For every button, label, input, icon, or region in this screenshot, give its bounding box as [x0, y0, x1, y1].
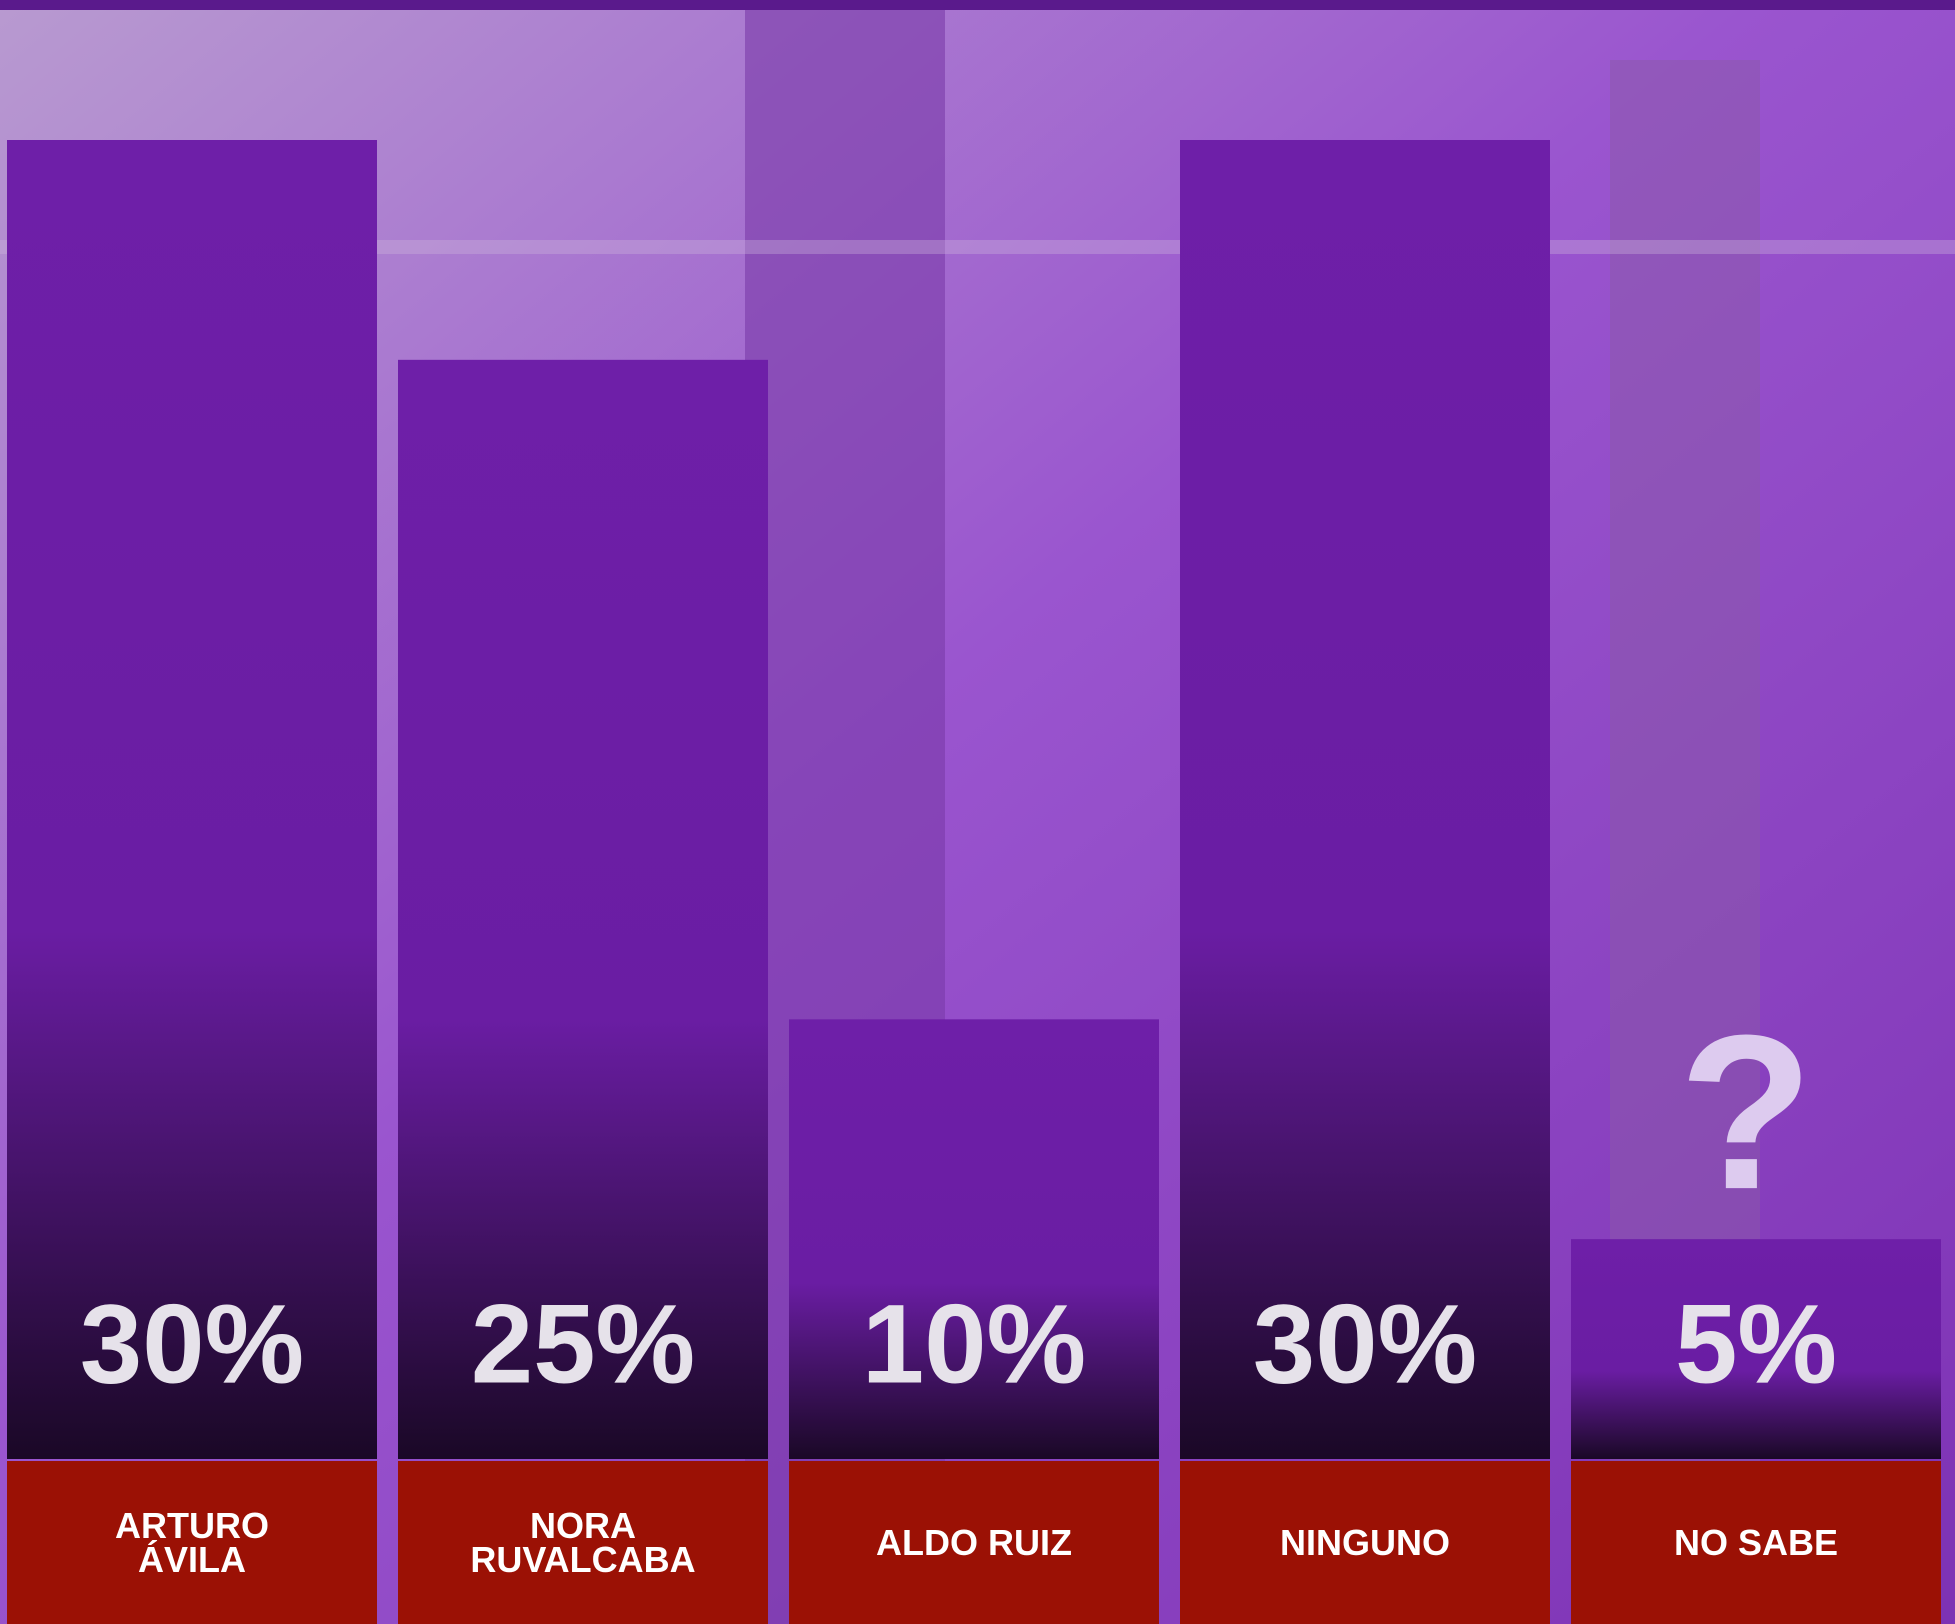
category-label: NO SABE — [1571, 1461, 1941, 1624]
value-label: 25% — [471, 1282, 695, 1407]
bar — [1180, 140, 1550, 1459]
top-band — [0, 0, 1955, 10]
category-text: NINGUNO — [1280, 1526, 1450, 1559]
category-text: ARTURO ÁVILA — [67, 1509, 317, 1575]
value-label: 30% — [1253, 1282, 1477, 1407]
category-label: NORA RUVALCABA — [398, 1461, 768, 1624]
category-label: ARTURO ÁVILA — [7, 1461, 377, 1624]
category-text: NORA RUVALCABA — [458, 1509, 708, 1575]
category-text: ALDO RUIZ — [876, 1526, 1072, 1559]
bar — [7, 140, 377, 1459]
category-label: NINGUNO — [1180, 1461, 1550, 1624]
value-label: 10% — [862, 1282, 1086, 1407]
value-label: 5% — [1675, 1282, 1837, 1407]
chart: 30% 25% 10% 30% 5%? — [0, 0, 1955, 1624]
category-text: NO SABE — [1674, 1526, 1838, 1559]
poll-graphic: 30% 25% 10% 30% 5%? ARTURO ÁVILA NORA RUVALCA… — [0, 0, 1955, 1624]
category-label: ALDO RUIZ — [789, 1461, 1159, 1624]
value-label: 30% — [80, 1282, 304, 1407]
annotation: ? — [1679, 989, 1813, 1235]
